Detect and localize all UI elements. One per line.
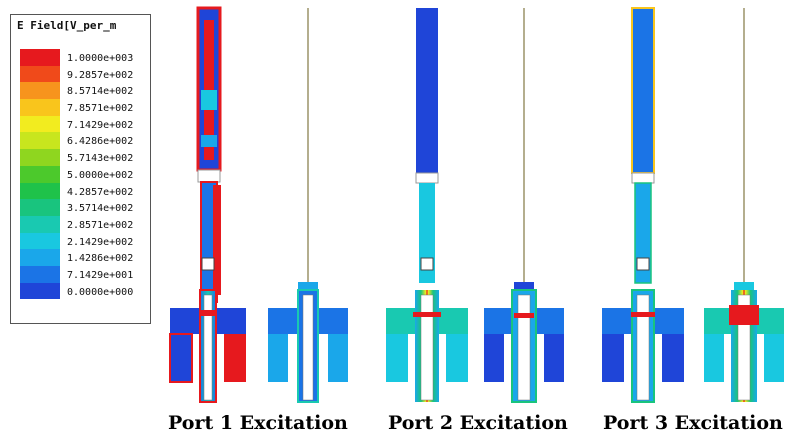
legend-swatch bbox=[20, 149, 60, 166]
legend-value-label: 2.1429e+002 bbox=[67, 236, 134, 248]
legend-swatch bbox=[20, 49, 60, 66]
field-plots bbox=[169, 6, 784, 403]
legend-swatch bbox=[20, 215, 60, 233]
legend-swatch bbox=[20, 132, 60, 150]
legend-value-label: 2.8571e+002 bbox=[67, 219, 134, 231]
legend-value-label: 7.8571e+002 bbox=[67, 103, 134, 115]
legend-value-label: 8.5714e+002 bbox=[67, 86, 134, 98]
legend-labels: 1.0000e+003 9.2857e+002 8.5714e+002 7.8571e… bbox=[67, 51, 133, 301]
legend-swatch bbox=[20, 282, 60, 300]
legend-value-label: 5.7143e+002 bbox=[67, 153, 134, 165]
legend-swatch bbox=[20, 182, 60, 200]
legend-swatch bbox=[20, 232, 60, 250]
port3-tall-structure bbox=[602, 7, 684, 403]
legend-value-label: 7.1429e+001 bbox=[67, 269, 134, 281]
legend-swatch bbox=[20, 65, 60, 83]
legend-title: E Field[V_per_m bbox=[17, 19, 117, 32]
legend-value-label: 9.2857e+002 bbox=[67, 69, 134, 81]
legend-swatch bbox=[20, 165, 60, 183]
legend-value-label: 1.4286e+002 bbox=[67, 253, 134, 265]
port3-short-structure bbox=[704, 8, 784, 402]
port1-tall-structure bbox=[169, 6, 246, 403]
legend-value-label: 5.0000e+002 bbox=[67, 169, 134, 181]
port1-short-structure bbox=[268, 8, 348, 403]
color-legend: E Field[V_per_m 1.0000e+003 9.2857e+002 8.… bbox=[10, 14, 151, 324]
legend-value-label: 3.5714e+002 bbox=[67, 203, 134, 215]
legend-swatch bbox=[20, 82, 60, 100]
port2-tall-structure bbox=[386, 8, 468, 402]
port2-short-structure bbox=[484, 8, 564, 403]
legend-value-label: 4.2857e+002 bbox=[67, 186, 134, 198]
caption-port3: Port 3 Excitation bbox=[603, 412, 783, 434]
legend-value-label: 7.1429e+002 bbox=[67, 119, 134, 131]
caption-port2: Port 2 Excitation bbox=[388, 412, 568, 434]
legend-value-label: 1.0000e+003 bbox=[67, 53, 134, 64]
legend-swatch bbox=[20, 99, 60, 116]
legend-value-label: 0.0000e+000 bbox=[67, 286, 134, 298]
legend-swatch bbox=[20, 249, 60, 266]
legend-color-scale bbox=[20, 49, 60, 300]
legend-swatch bbox=[20, 265, 60, 283]
legend-swatch bbox=[20, 115, 60, 133]
legend-value-label: 6.4286e+002 bbox=[67, 136, 134, 148]
legend-swatch bbox=[20, 199, 60, 216]
caption-port1: Port 1 Excitation bbox=[168, 412, 348, 434]
